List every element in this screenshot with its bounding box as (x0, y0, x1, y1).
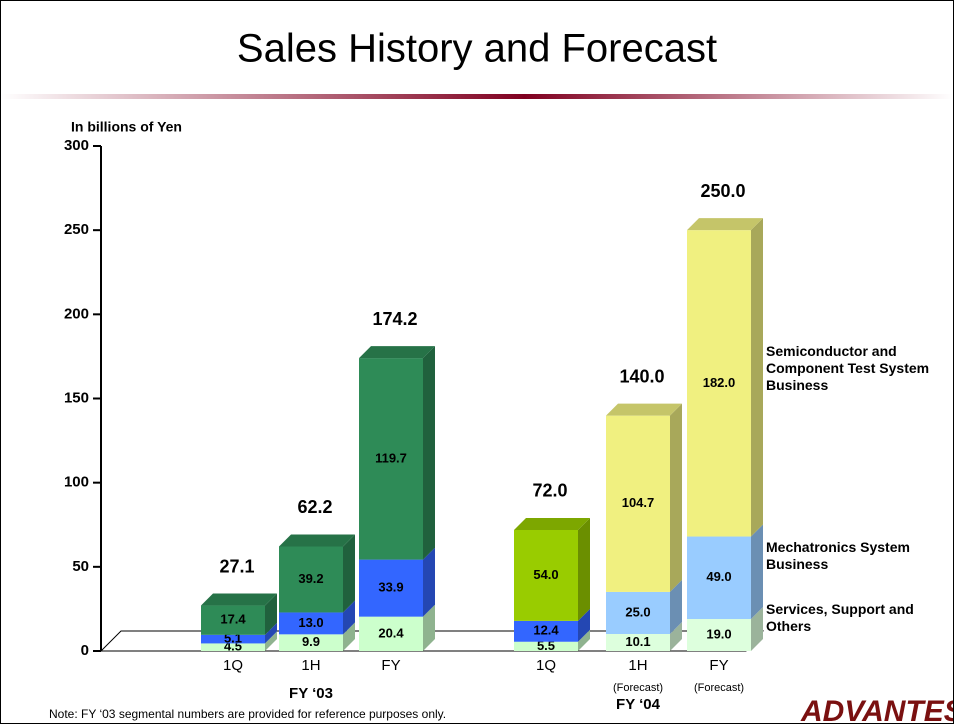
y-tick-label: 300 (64, 137, 89, 154)
segment-label: 12.4 (533, 623, 559, 638)
bar-segment (514, 529, 578, 621)
bar-side (578, 517, 590, 621)
bar-segment (279, 612, 343, 635)
total-label: 62.2 (297, 497, 332, 517)
y-axis-label: In billions of Yen (71, 119, 182, 135)
y-tick-label: 50 (72, 558, 89, 575)
segment-label: 20.4 (378, 625, 404, 640)
legend-label: Services, Support and Others (766, 601, 914, 634)
chart-title: Sales History and Forecast (237, 27, 717, 71)
bar-top (606, 403, 682, 416)
bar-side (265, 631, 277, 651)
group-label: FY ‘04 (616, 696, 661, 713)
y-tick-label: 200 (64, 305, 89, 322)
group-label: FY ‘03 (289, 685, 333, 702)
bar-segment (359, 616, 423, 651)
segment-label: 13.0 (298, 615, 323, 630)
segment-label: 9.9 (302, 634, 320, 649)
x-tick-label: 1Q (223, 657, 243, 674)
segment-label: 17.4 (220, 612, 246, 627)
y-tick-label: 150 (64, 389, 89, 406)
x-tick-label: FY (709, 657, 728, 674)
note: Note: FY ‘03 segmental numbers are provi… (49, 707, 446, 721)
segment-label: 33.9 (378, 580, 403, 595)
bar-side (578, 629, 590, 651)
segment-label: 54.0 (533, 567, 558, 582)
x-tick-label: 1H (628, 657, 647, 674)
title-rule (1, 94, 953, 99)
bar-segment (687, 230, 751, 537)
segment-label: 25.0 (625, 604, 650, 619)
segment-label: 19.0 (706, 626, 731, 641)
segment-label: 10.1 (625, 634, 650, 649)
bar-top (279, 534, 355, 547)
bar-side (670, 579, 682, 634)
bar-segment (279, 546, 343, 613)
bar-side (670, 621, 682, 651)
x-tick-note: (Forecast) (694, 682, 744, 694)
bar-segment (201, 605, 265, 635)
segment-label: 49.0 (706, 569, 731, 584)
y-tick-label: 0 (81, 642, 89, 659)
bar-side (578, 608, 590, 642)
bar-side (265, 622, 277, 644)
bar-top (359, 346, 435, 359)
bar-side (751, 218, 763, 537)
x-tick-note: (Forecast) (613, 682, 663, 694)
bar-side (343, 534, 355, 613)
x-tick-label: FY (381, 657, 400, 674)
bar-segment (606, 633, 670, 651)
bar-segment (359, 358, 423, 560)
bar-top (687, 218, 763, 231)
segment-label: 39.2 (298, 571, 323, 586)
legend-label: Mechatronics System Business (766, 539, 910, 572)
segment-label: 119.7 (375, 450, 407, 465)
segment-label: 104.7 (622, 495, 655, 510)
bar-segment (279, 634, 343, 651)
x-tick-label: 1H (301, 657, 320, 674)
total-label: 140.0 (619, 366, 664, 386)
total-label: 250.0 (700, 181, 745, 201)
x-tick-label: 1Q (536, 657, 556, 674)
bar-side (343, 622, 355, 651)
logo: ADVANTEST (800, 695, 953, 723)
total-label: 174.2 (372, 309, 417, 329)
bar-side (751, 607, 763, 651)
segment-label: 182.0 (703, 375, 736, 390)
bar-segment (514, 620, 578, 642)
bar-top (201, 593, 277, 606)
bar-side (423, 604, 435, 651)
bar-segment (514, 641, 578, 651)
bar-side (265, 593, 277, 635)
bar-side (751, 524, 763, 620)
bar-side (423, 547, 435, 617)
y-tick-label: 250 (64, 221, 89, 238)
legend-label: Semiconductor and Component Test System … (766, 343, 930, 393)
bar-side (343, 600, 355, 635)
y-tick-label: 100 (64, 474, 89, 491)
bar-side (670, 403, 682, 592)
bar-top (514, 517, 590, 530)
total-label: 27.1 (219, 556, 254, 576)
total-label: 72.0 (532, 481, 567, 501)
bar-segment (359, 559, 423, 617)
bar-segment (201, 634, 265, 644)
bar-segment (687, 536, 751, 620)
bar-segment (606, 415, 670, 592)
bar-side (423, 346, 435, 560)
bar-segment (201, 643, 265, 651)
bar-segment (606, 591, 670, 634)
bar-segment (687, 619, 751, 651)
